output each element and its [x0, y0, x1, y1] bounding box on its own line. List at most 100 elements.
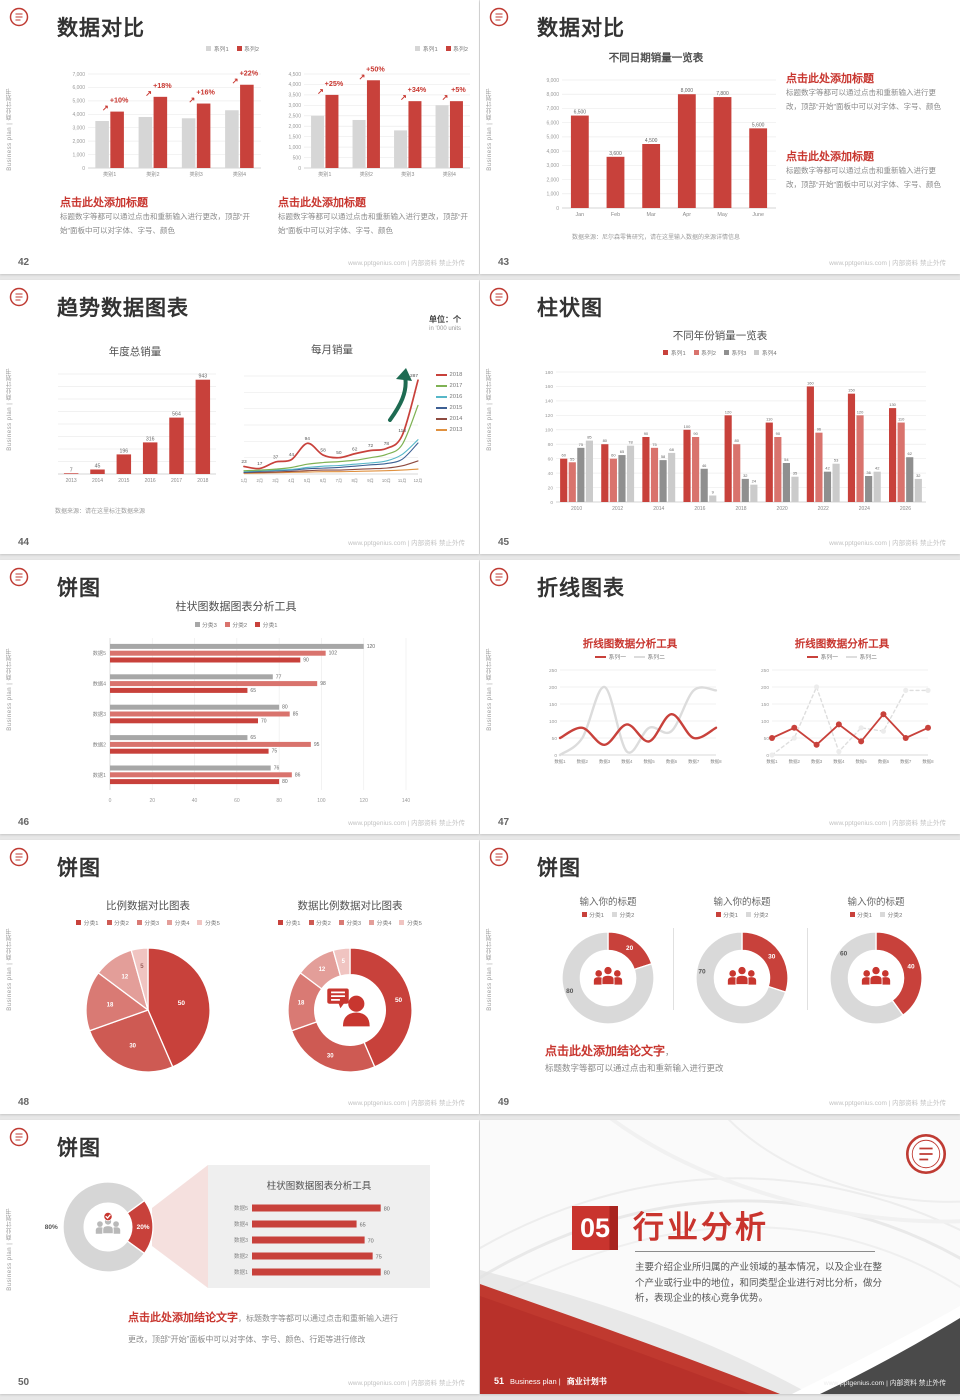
svg-text:↗: ↗	[317, 87, 324, 96]
svg-text:17: 17	[257, 461, 263, 467]
svg-text:30: 30	[129, 1043, 136, 1049]
svg-text:5月: 5月	[304, 478, 311, 484]
svg-text:40: 40	[548, 471, 554, 477]
svg-text:23: 23	[241, 459, 247, 465]
svg-text:20: 20	[626, 945, 634, 952]
svg-text:60: 60	[234, 798, 240, 804]
svg-text:2014: 2014	[653, 506, 664, 512]
conclusion-body: 标题数字等都可以通过点击和重新输入进行更改	[545, 1063, 724, 1073]
svg-text:160: 160	[545, 384, 553, 390]
brand-vertical-text: Business plan | 商业计划书	[7, 928, 13, 1011]
svg-text:7月: 7月	[336, 478, 343, 484]
footer-text: www.pptgenius.com | 内部资料 禁止外传	[348, 540, 465, 547]
chart-title: 输入你的标题	[847, 897, 905, 908]
svg-text:500: 500	[293, 155, 302, 161]
svg-text:120: 120	[360, 798, 369, 804]
block-body: 标题数字等都可以通过点击和重新输入进行更改，顶部“开始”面板中可以对字体、字号、…	[60, 212, 250, 235]
legend-item: 分类1	[581, 910, 604, 919]
legend-item: 分类5	[197, 918, 220, 927]
svg-text:200: 200	[549, 685, 557, 691]
svg-text:8月: 8月	[351, 478, 358, 484]
panel-bar-chart: 数据5 80 数据4 65 数据3 70 数据2 75 数据1 80	[214, 1198, 424, 1287]
svg-text:60: 60	[611, 453, 616, 458]
block-body: 标题数字等都可以通过点击和重新输入进行更改，顶部“开始”面板中可以对字体、字号、…	[278, 212, 468, 235]
svg-text:90: 90	[303, 658, 309, 664]
svg-text:2016: 2016	[145, 478, 156, 484]
university-seal-icon	[9, 847, 29, 867]
legend-item: 系列一	[807, 652, 838, 661]
divider	[635, 1251, 875, 1252]
svg-text:943: 943	[199, 374, 208, 380]
svg-text:+5%: +5%	[451, 85, 466, 94]
page-number: 46	[18, 817, 30, 828]
svg-text:7,800: 7,800	[716, 91, 729, 97]
legend-item: 分类2	[224, 620, 247, 629]
page-title: 折线图表	[537, 577, 625, 600]
svg-text:70: 70	[368, 1239, 374, 1245]
brand-vertical-text: Business plan | 商业计划书	[487, 648, 493, 731]
svg-text:150: 150	[549, 702, 557, 708]
svg-text:1月: 1月	[241, 478, 248, 484]
brand-vertical-text: Business plan | 商业计划书	[487, 88, 493, 171]
svg-text:数据2: 数据2	[93, 740, 106, 748]
unit-sublabel: in '000 units	[429, 326, 461, 332]
footer-text: www.pptgenius.com | 内部资料 禁止外传	[348, 820, 465, 827]
legend-item: 分类2	[308, 918, 331, 927]
svg-text:180: 180	[545, 370, 553, 376]
svg-text:80: 80	[384, 1207, 390, 1213]
svg-text:↗: ↗	[359, 72, 366, 81]
footer-text: www.pptgenius.com | 内部资料 禁止外传	[348, 1100, 465, 1107]
footer-text: www.pptgenius.com | 内部资料 禁止外传	[829, 540, 946, 547]
donut-chart-2: 30 70	[674, 924, 810, 1041]
svg-text:数据1: 数据1	[234, 1268, 248, 1276]
page-number: 47	[498, 817, 510, 828]
svg-text:42: 42	[825, 466, 830, 471]
legend-item: 2016	[436, 394, 462, 400]
data-source-note: 数据来源：尼尔森零售研究，请在这里输入数据的来源详情信息	[572, 235, 741, 241]
svg-text:18: 18	[298, 1001, 305, 1007]
svg-text:数据8: 数据8	[922, 758, 934, 765]
legend-item: 分类4	[369, 918, 391, 927]
university-seal-icon	[9, 287, 29, 307]
slide-50: Business plan | 商业计划书 饼图 柱状图数据图表分析工具 20%…	[0, 1120, 479, 1394]
svg-text:0: 0	[82, 166, 85, 172]
svg-text:50: 50	[178, 1000, 186, 1007]
svg-text:12: 12	[319, 967, 326, 973]
svg-text:98: 98	[320, 681, 326, 687]
svg-text:↗: ↗	[188, 96, 195, 105]
conclusion-line-1: 点击此处添加结论文字，标题数字等都可以通过点击和重新输入进行	[128, 1310, 443, 1328]
svg-text:316: 316	[146, 436, 155, 442]
svg-text:+16%: +16%	[196, 88, 215, 97]
svg-text:数据6: 数据6	[878, 758, 890, 765]
page-number: 49	[498, 1097, 510, 1108]
chart-legend: 系列1 系列2	[276, 44, 472, 53]
svg-text:2,000: 2,000	[546, 177, 559, 183]
svg-text:287: 287	[410, 373, 418, 379]
svg-text:80: 80	[566, 988, 574, 995]
block-heading: 点击此处添加标题	[60, 197, 148, 209]
svg-text:3,500: 3,500	[288, 93, 301, 99]
svg-text:3,000: 3,000	[546, 163, 559, 169]
legend-item: 系列3	[724, 348, 746, 357]
university-seal-icon	[9, 7, 29, 27]
svg-text:80: 80	[282, 705, 288, 711]
block-heading: 点击此处添加标题	[278, 197, 366, 209]
svg-text:数据5: 数据5	[93, 649, 106, 657]
footer-text: www.pptgenius.com | 内部资料 禁止外传	[829, 1100, 946, 1107]
svg-text:2016: 2016	[694, 506, 705, 512]
chart-legend: 2018 2017 2016 2015 2014 2013	[432, 372, 466, 433]
svg-text:95: 95	[314, 742, 320, 748]
svg-text:80: 80	[548, 442, 554, 448]
chart-title: 不同年份销量一览表	[672, 330, 768, 342]
svg-text:↗: ↗	[442, 93, 449, 102]
svg-text:160: 160	[807, 380, 814, 385]
university-seal-icon	[489, 7, 509, 27]
svg-text:150: 150	[761, 702, 769, 708]
svg-text:118: 118	[398, 428, 406, 434]
chart-title: 柱状图数据图表分析工具	[175, 601, 297, 613]
svg-text:9: 9	[712, 490, 715, 495]
svg-text:75: 75	[579, 442, 584, 447]
summary-donut-chart: 20% 80%	[40, 1172, 172, 1289]
page-number: 43	[498, 257, 510, 268]
svg-text:4,000: 4,000	[546, 149, 559, 155]
